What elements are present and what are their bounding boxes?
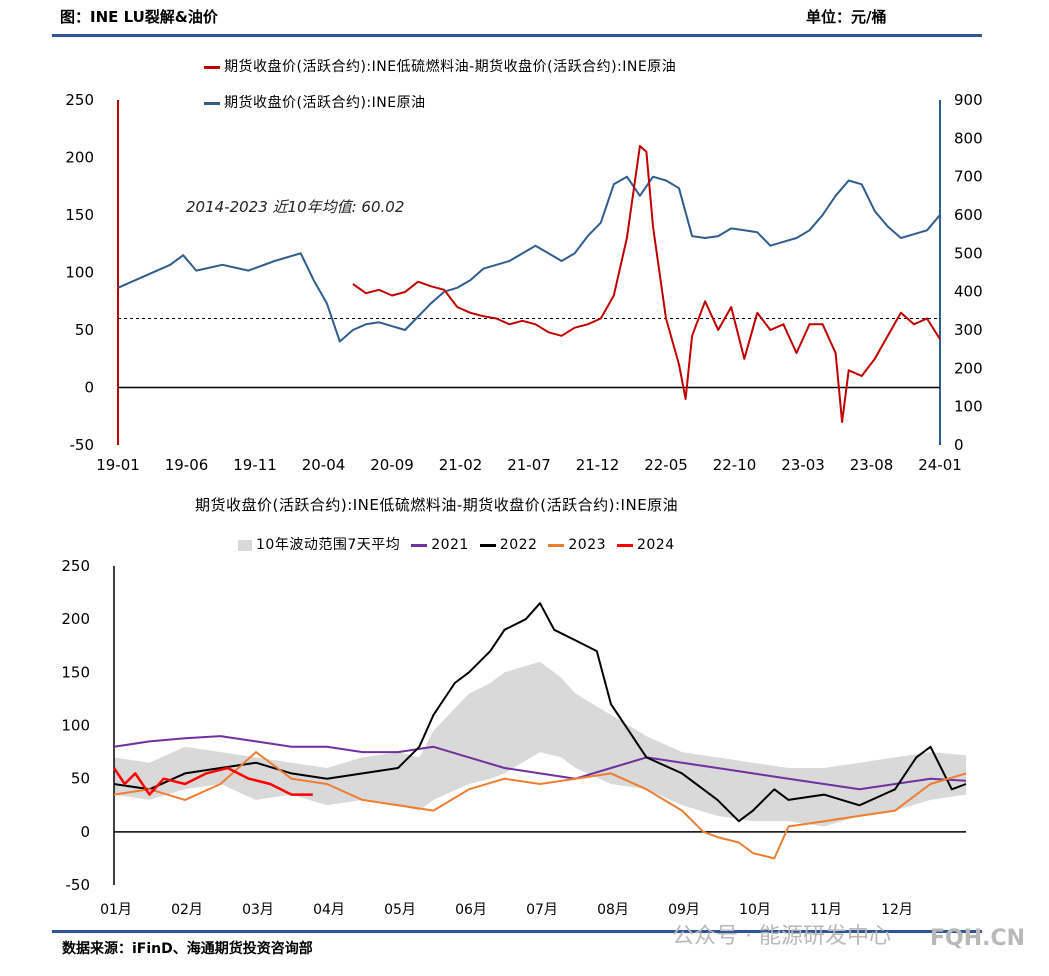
x-tick-label: 21-07 <box>507 456 551 474</box>
legend-2024-swatch <box>616 543 633 547</box>
y-tick-label: -50 <box>66 876 91 894</box>
x-tick-label: 20-09 <box>370 456 414 474</box>
x-tick-label: 06月 <box>455 902 487 918</box>
ten-year-range-band <box>114 661 966 827</box>
right-tick-label: 0 <box>954 436 964 454</box>
legend-2021-label: 2021 <box>431 537 469 553</box>
legend-band-label: 10年波动范围7天平均 <box>256 537 401 553</box>
legend-crack-label: 期货收盘价(活跃合约):INE低硫燃料油-期货收盘价(活跃合约):INE原油 <box>224 59 677 75</box>
right-tick-label: 800 <box>954 129 983 147</box>
x-tick-label: 10月 <box>739 902 771 918</box>
legend-2023-swatch <box>548 543 565 547</box>
legend-2021-swatch <box>411 543 428 547</box>
legend-2022-label: 2022 <box>499 537 538 553</box>
x-tick-label: 24-01 <box>918 456 962 474</box>
legend-crack: 期货收盘价(活跃合约):INE低硫燃料油-期货收盘价(活跃合约):INE原油 <box>204 56 676 76</box>
left-tick-label: -50 <box>70 436 95 454</box>
x-tick-label: 22-10 <box>713 456 757 474</box>
right-tick-label: 700 <box>954 168 983 186</box>
mean-annotation: 2014-2023 近10年均值: 60.02 <box>186 198 404 216</box>
legend-crude-label: 期货收盘价(活跃合约):INE原油 <box>224 95 426 111</box>
crack-and-crude-chart: 2014-2023 近10年均值: 60.02 -50 0 50 100 150 200 2… <box>65 91 983 474</box>
left-tick-label: 100 <box>65 264 94 282</box>
series-line-2021 <box>113 735 967 791</box>
x-tick-label: 19-11 <box>233 456 277 474</box>
legend-2023-label: 2023 <box>568 537 607 553</box>
x-tick-label: 23-03 <box>781 456 825 474</box>
legend-2024-label: 2024 <box>636 537 675 553</box>
x-tick-label: 05月 <box>384 902 416 918</box>
data-source: 数据来源：iFinD、海通期货投资咨询部 <box>62 941 313 957</box>
y-tick-label: 0 <box>80 823 90 841</box>
crack-series-line <box>352 145 941 423</box>
left-tick-label: 250 <box>65 91 94 109</box>
x-tick-label: 12月 <box>881 902 913 918</box>
header-rule <box>52 34 982 37</box>
series-line-2022 <box>113 602 967 823</box>
legend-band-swatch <box>238 539 252 551</box>
series-line-2024 <box>112 766 313 796</box>
left-tick-label: 50 <box>75 321 94 339</box>
x-tick-label: 21-02 <box>439 456 483 474</box>
legend-crude: 期货收盘价(活跃合约):INE原油 <box>204 92 426 112</box>
legend-crack-swatch <box>204 65 220 69</box>
left-tick-label: 200 <box>65 149 94 167</box>
x-tick-label: 23-08 <box>850 456 894 474</box>
right-tick-label: 600 <box>954 206 983 224</box>
y-tick-label: 250 <box>61 557 90 575</box>
left-tick-label: 0 <box>84 379 94 397</box>
legend-crude-swatch <box>204 101 220 105</box>
crude-series-line <box>117 175 941 343</box>
x-tick-label: 07月 <box>526 902 558 918</box>
y-tick-label: 50 <box>71 770 90 788</box>
y-tick-label: 200 <box>61 610 90 628</box>
x-tick-label: 03月 <box>242 902 274 918</box>
seasonal-crack-chart: -50 0 50 100 150 200 250 01月 02月 03月 04月 05月 06月 07月 0… <box>61 557 967 918</box>
legend-2022-swatch <box>479 543 496 547</box>
x-tick-label: 01月 <box>100 902 132 918</box>
right-tick-label: 200 <box>954 359 983 377</box>
x-tick-label: 11月 <box>810 902 842 918</box>
right-tick-label: 100 <box>954 398 983 416</box>
x-tick-label: 09月 <box>668 902 700 918</box>
right-tick-label: 500 <box>954 244 983 262</box>
x-tick-label: 22-05 <box>644 456 688 474</box>
x-tick-label: 02月 <box>171 902 203 918</box>
y-tick-label: 100 <box>61 717 90 735</box>
right-tick-label: 400 <box>954 283 983 301</box>
x-tick-label: 08月 <box>597 902 629 918</box>
right-tick-label: 900 <box>954 91 983 109</box>
x-tick-label: 19-06 <box>165 456 209 474</box>
left-tick-label: 150 <box>65 206 94 224</box>
x-tick-label: 21-12 <box>576 456 620 474</box>
watermark-site: FQH.CN <box>930 926 1026 951</box>
right-tick-label: 300 <box>954 321 983 339</box>
x-tick-label: 04月 <box>313 902 345 918</box>
footer-rule <box>52 930 982 933</box>
figure-title: 图：INE LU裂解&油价 <box>60 8 218 26</box>
x-tick-label: 20-04 <box>302 456 346 474</box>
chart2-legend: 10年波动范围7天平均 2021 2022 2023 2024 <box>238 534 675 554</box>
y-tick-label: 150 <box>61 663 90 681</box>
unit-label: 单位：元/桶 <box>806 8 887 26</box>
x-tick-label: 19-01 <box>96 456 140 474</box>
watermark: 公众号 · 能源研发中心 <box>672 924 891 949</box>
chart2-title: 期货收盘价(活跃合约):INE低硫燃料油-期货收盘价(活跃合约):INE原油 <box>195 496 679 514</box>
series-line-2023 <box>113 751 967 860</box>
